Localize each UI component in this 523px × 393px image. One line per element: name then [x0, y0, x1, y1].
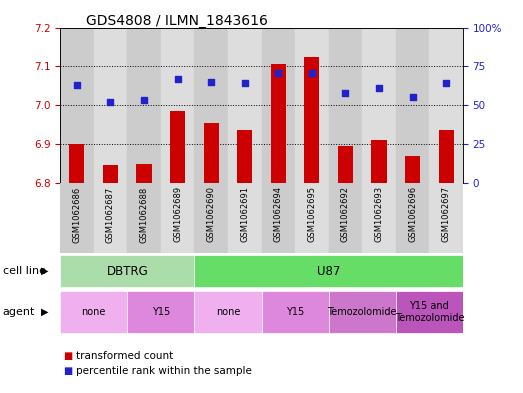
Bar	[362, 28, 396, 183]
Bar	[328, 28, 362, 183]
Bar	[396, 28, 429, 183]
Point	[375, 85, 383, 91]
Bar	[60, 183, 94, 253]
Bar	[271, 64, 286, 183]
Text: none: none	[82, 307, 106, 317]
Text: GSM1062693: GSM1062693	[374, 186, 383, 242]
Point	[308, 70, 316, 76]
Bar	[228, 28, 262, 183]
Text: transformed count: transformed count	[76, 351, 173, 361]
Bar	[237, 130, 252, 183]
Text: cell line: cell line	[3, 266, 46, 276]
Bar	[195, 255, 463, 287]
Bar	[228, 183, 262, 253]
Bar	[362, 183, 396, 253]
Bar	[371, 140, 386, 183]
Text: ■: ■	[63, 366, 72, 376]
Text: Temozolomide: Temozolomide	[327, 307, 397, 317]
Text: ▶: ▶	[41, 307, 48, 317]
Point	[408, 94, 417, 101]
Point	[140, 97, 148, 104]
Text: GSM1062694: GSM1062694	[274, 186, 283, 242]
Bar	[60, 28, 94, 183]
Bar	[304, 57, 320, 183]
Text: Y15: Y15	[152, 307, 170, 317]
Bar	[161, 183, 195, 253]
Text: GSM1062686: GSM1062686	[72, 186, 82, 242]
Bar	[396, 291, 463, 333]
Bar	[338, 146, 353, 183]
Text: GSM1062697: GSM1062697	[441, 186, 451, 242]
Bar	[295, 28, 328, 183]
Text: GSM1062688: GSM1062688	[140, 186, 149, 242]
Point	[73, 82, 81, 88]
Bar	[127, 28, 161, 183]
Bar	[127, 183, 161, 253]
Point	[174, 75, 182, 82]
Bar	[195, 183, 228, 253]
Text: agent: agent	[3, 307, 35, 317]
Text: ■: ■	[63, 351, 72, 361]
Bar	[429, 28, 463, 183]
Bar	[295, 183, 328, 253]
Bar	[262, 291, 328, 333]
Text: GSM1062690: GSM1062690	[207, 186, 215, 242]
Bar	[137, 164, 152, 183]
Text: none: none	[216, 307, 240, 317]
Text: GSM1062687: GSM1062687	[106, 186, 115, 242]
Bar	[127, 291, 195, 333]
Bar	[103, 165, 118, 183]
Bar	[60, 291, 127, 333]
Point	[106, 99, 115, 105]
Text: GDS4808 / ILMN_1843616: GDS4808 / ILMN_1843616	[86, 14, 268, 28]
Text: DBTRG: DBTRG	[106, 264, 148, 278]
Bar	[405, 156, 420, 183]
Text: Y15: Y15	[286, 307, 304, 317]
Text: U87: U87	[317, 264, 340, 278]
Bar	[195, 291, 262, 333]
Text: GSM1062689: GSM1062689	[173, 186, 182, 242]
Text: GSM1062695: GSM1062695	[308, 186, 316, 242]
Bar	[195, 28, 228, 183]
Text: GSM1062696: GSM1062696	[408, 186, 417, 242]
Bar	[170, 111, 185, 183]
Bar	[396, 183, 429, 253]
Bar	[429, 183, 463, 253]
Text: GSM1062692: GSM1062692	[341, 186, 350, 242]
Point	[442, 80, 450, 86]
Text: percentile rank within the sample: percentile rank within the sample	[76, 366, 252, 376]
Bar	[60, 255, 195, 287]
Bar	[262, 28, 295, 183]
Point	[207, 79, 215, 85]
Point	[341, 90, 349, 96]
Bar	[328, 291, 396, 333]
Bar	[161, 28, 195, 183]
Bar	[438, 130, 453, 183]
Bar	[203, 123, 219, 183]
Bar	[94, 183, 127, 253]
Point	[274, 70, 282, 76]
Bar	[328, 183, 362, 253]
Text: GSM1062691: GSM1062691	[240, 186, 249, 242]
Point	[241, 80, 249, 86]
Bar	[262, 183, 295, 253]
Bar	[70, 144, 85, 183]
Bar	[94, 28, 127, 183]
Text: Y15 and
Temozolomide: Y15 and Temozolomide	[394, 301, 464, 323]
Text: ▶: ▶	[41, 266, 48, 276]
